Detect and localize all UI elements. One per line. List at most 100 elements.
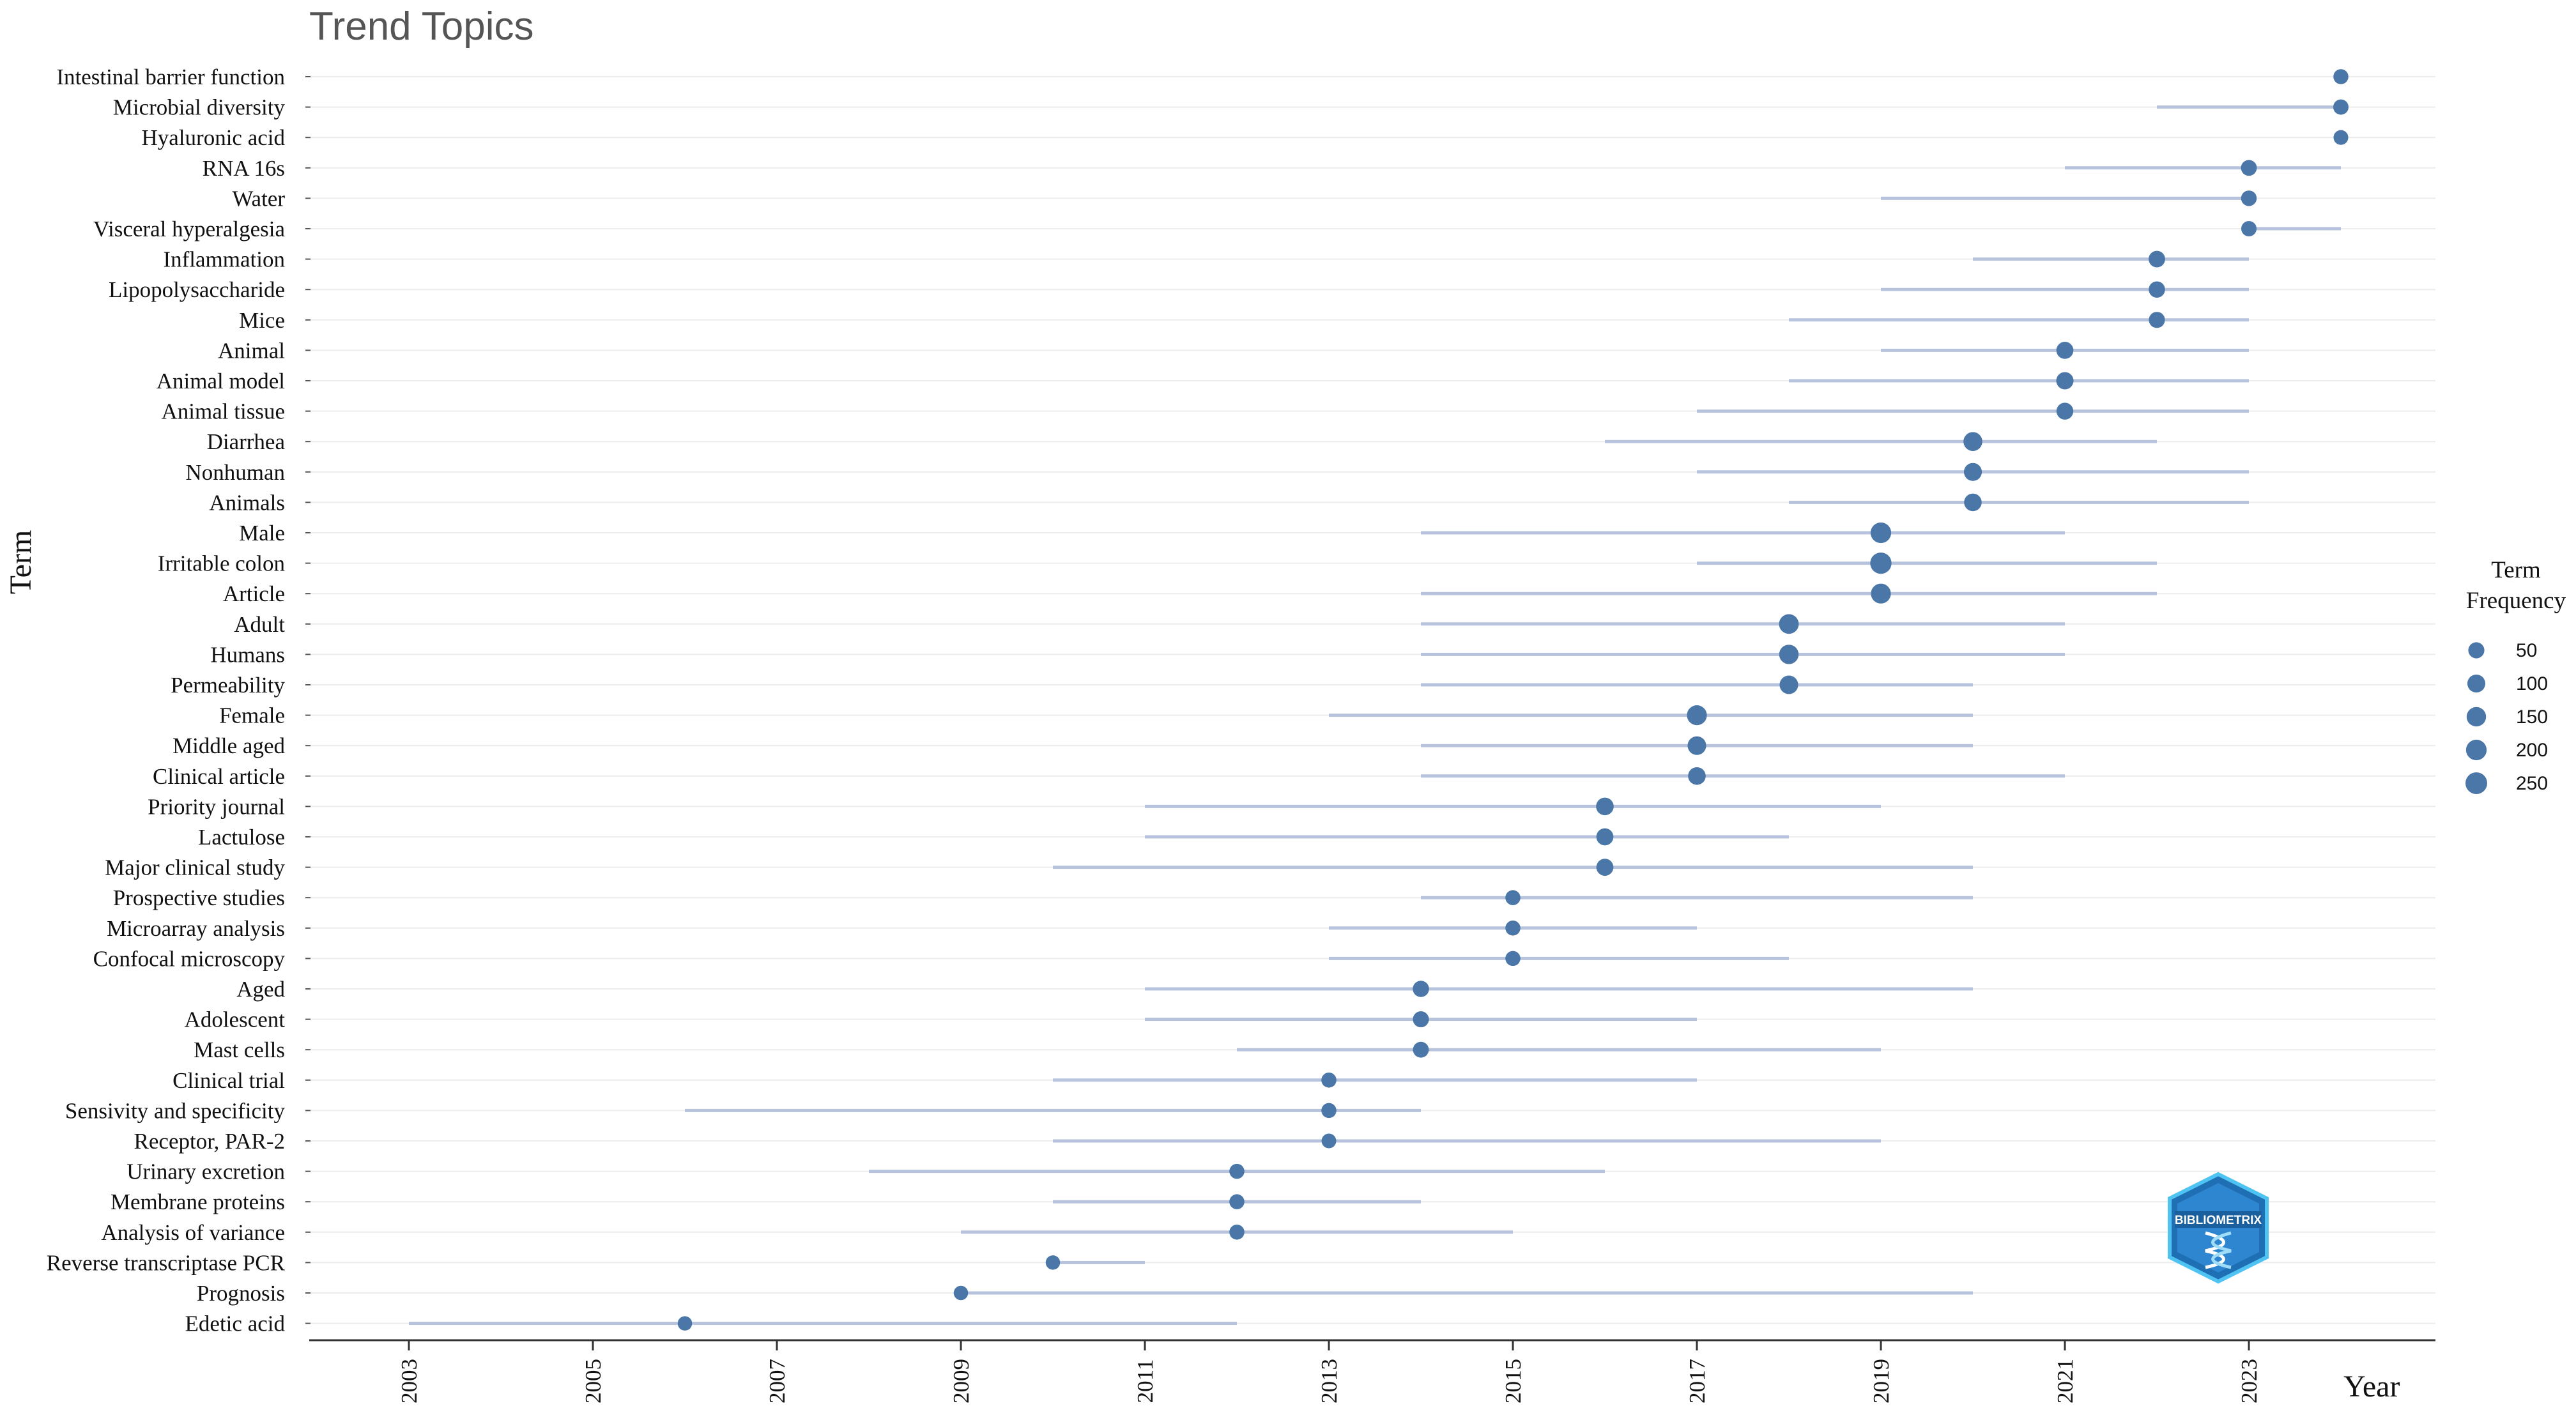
- term-median-point: [1321, 1073, 1337, 1088]
- term-median-point: [1321, 1133, 1337, 1149]
- x-tick-label: 2013: [1317, 1359, 1342, 1403]
- term-label: Edetic acid: [185, 1311, 286, 1336]
- term-median-point: [2056, 402, 2074, 420]
- term-median-point: [677, 1316, 693, 1331]
- term-median-point: [1779, 614, 1799, 634]
- term-label: Lactulose: [198, 825, 285, 850]
- term-label: Middle aged: [172, 733, 285, 758]
- term-median-points: [677, 69, 2349, 1331]
- term-median-point: [1321, 1103, 1337, 1119]
- term-label: Prospective studies: [113, 885, 285, 910]
- term-label: Clinical trial: [172, 1068, 285, 1093]
- term-median-point: [1870, 522, 1892, 544]
- term-label: Membrane proteins: [111, 1189, 285, 1214]
- term-label: Adult: [234, 612, 285, 637]
- term-label: Female: [219, 703, 285, 728]
- term-frequency-legend: Term Frequency 50 100 150 200 250: [2465, 557, 2566, 794]
- term-label: Microarray analysis: [107, 916, 285, 941]
- term-median-point: [2149, 250, 2165, 268]
- legend-title-line: Frequency: [2466, 588, 2566, 614]
- term-median-point: [2333, 99, 2349, 115]
- term-labels: Intestinal barrier function Microbial div…: [47, 65, 310, 1336]
- legend-size-marker: [2465, 772, 2487, 794]
- term-label: Mast cells: [194, 1037, 285, 1062]
- grid-lines: [309, 76, 2435, 1324]
- term-median-point: [1870, 552, 1892, 574]
- term-label: Urinary excretion: [126, 1159, 285, 1184]
- term-median-point: [2149, 281, 2165, 298]
- legend-size-marker: [2467, 674, 2486, 693]
- term-label: Animals: [209, 490, 285, 515]
- term-median-point: [1687, 705, 1707, 726]
- bibliometrix-logo: BIBLIOMETRIX: [2168, 1172, 2269, 1284]
- term-median-point: [1229, 1194, 1245, 1209]
- term-label: Major clinical study: [105, 855, 285, 880]
- term-label: Clinical article: [153, 764, 285, 789]
- term-median-point: [1413, 981, 1429, 997]
- term-label: Hyaluronic acid: [142, 125, 286, 150]
- term-label: Aged: [236, 977, 285, 1002]
- term-median-point: [1505, 890, 1521, 905]
- term-label: Water: [232, 186, 285, 211]
- term-label: Article: [223, 581, 285, 606]
- x-tick-label: 2019: [1869, 1359, 1894, 1403]
- term-median-point: [1596, 797, 1614, 816]
- legend-size-label: 250: [2516, 773, 2548, 794]
- term-median-point: [953, 1285, 969, 1301]
- term-median-point: [2056, 342, 2074, 359]
- x-axis-ticks: 2003 2005 2007 2009 2011 2013 2015 2017 2019 2021…: [397, 1340, 2262, 1403]
- term-median-point: [1229, 1163, 1245, 1179]
- x-tick-label: 2009: [949, 1359, 974, 1403]
- term-median-point: [1688, 767, 1706, 785]
- term-label: Male: [239, 521, 285, 546]
- x-tick-label: 2017: [1685, 1359, 1710, 1403]
- term-label: RNA 16s: [203, 156, 285, 181]
- legend-size-label: 100: [2516, 673, 2548, 694]
- term-median-point: [2241, 160, 2257, 176]
- legend-size-marker: [2468, 642, 2485, 659]
- term-label: Intestinal barrier function: [56, 65, 285, 89]
- legend-size-label: 150: [2516, 707, 2548, 728]
- term-label: Diarrhea: [207, 429, 286, 454]
- legend-size-marker: [2466, 707, 2487, 727]
- term-range-lines: [409, 105, 2341, 1326]
- term-label: Reverse transcriptase PCR: [47, 1250, 286, 1275]
- logo-text: BIBLIOMETRIX: [2175, 1214, 2262, 1227]
- x-tick-label: 2007: [765, 1359, 790, 1403]
- term-label: Visceral hyperalgesia: [93, 217, 286, 241]
- chart-title: Trend Topics: [309, 4, 534, 49]
- term-median-point: [1871, 583, 1891, 604]
- legend-size-label: 50: [2516, 640, 2537, 661]
- term-median-point: [1505, 951, 1521, 967]
- term-label: Animal tissue: [162, 399, 285, 424]
- term-label: Irritable colon: [158, 551, 285, 576]
- term-label: Receptor, PAR-2: [134, 1129, 285, 1154]
- x-tick-label: 2011: [1133, 1359, 1158, 1403]
- term-median-point: [2241, 190, 2257, 206]
- term-label: Nonhuman: [185, 460, 285, 485]
- term-label: Animal: [218, 338, 285, 363]
- term-median-point: [1596, 859, 1614, 876]
- term-median-point: [1229, 1225, 1245, 1240]
- term-median-point: [1779, 645, 1799, 664]
- term-median-point: [1413, 1041, 1429, 1058]
- term-median-point: [1687, 736, 1706, 755]
- x-tick-label: 2023: [2237, 1359, 2262, 1403]
- x-tick-label: 2005: [581, 1359, 606, 1403]
- term-median-point: [1505, 921, 1521, 936]
- term-median-point: [1963, 432, 1982, 451]
- legend-size-label: 200: [2516, 740, 2548, 761]
- term-median-point: [2056, 372, 2074, 390]
- term-label: Lipopolysaccharide: [109, 277, 285, 302]
- term-label: Sensivity and specificity: [65, 1098, 286, 1123]
- term-median-point: [2241, 221, 2257, 236]
- term-median-point: [1964, 493, 1982, 512]
- term-label: Permeability: [171, 673, 285, 698]
- term-label: Humans: [210, 642, 285, 667]
- term-label: Analysis of variance: [101, 1220, 285, 1245]
- term-label: Adolescent: [185, 1007, 286, 1032]
- term-median-point: [1413, 1011, 1429, 1028]
- term-median-point: [2333, 130, 2349, 145]
- y-axis-title: Term: [4, 530, 38, 595]
